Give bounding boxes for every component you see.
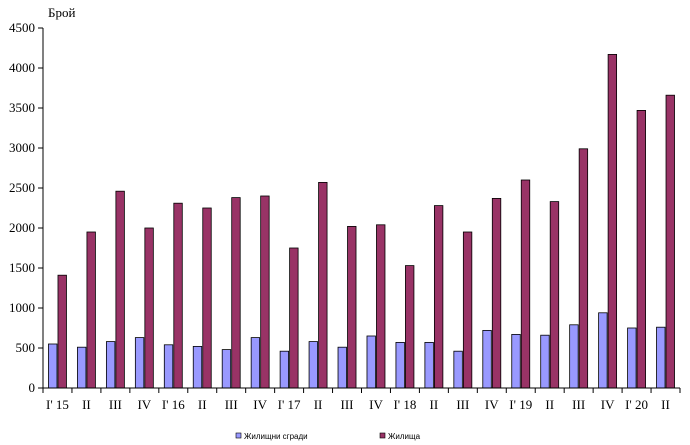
- x-tick-label: IV: [137, 397, 151, 412]
- x-tick-label: III: [341, 397, 354, 412]
- bar-residential-buildings: [134, 337, 145, 389]
- bar-residential-buildings: [598, 312, 608, 389]
- bar-dwellings: [549, 201, 560, 389]
- bar-residential-buildings: [511, 333, 521, 389]
- y-tick-label: 2000: [9, 220, 35, 235]
- bar-residential-buildings: [627, 327, 637, 389]
- y-tick-label: 0: [29, 380, 36, 395]
- bars: [48, 54, 675, 389]
- bar-residential-buildings: [48, 343, 58, 389]
- bar-dwellings: [86, 231, 96, 389]
- y-axis-ticks: 0 500 1000 1500 2000 2500 3000 3500 4000 4500: [9, 20, 43, 395]
- x-tick-label: I' 15: [46, 397, 69, 412]
- legend-swatch: [379, 432, 386, 439]
- x-tick-label: III: [456, 397, 469, 412]
- y-tick-label: 1000: [9, 300, 35, 315]
- bar-dwellings: [491, 197, 502, 389]
- bar-residential-buildings: [163, 344, 174, 389]
- bar-residential-buildings: [540, 334, 550, 389]
- bar-residential-buildings: [337, 346, 347, 389]
- x-axis-ticks: I' 15 II III IV I' 16 II III IV I' 17 II III IV I' 1…: [42, 388, 681, 412]
- axes: [42, 28, 680, 389]
- legend: Жилищни сгради Жилища: [235, 432, 421, 441]
- bar-dwellings: [289, 247, 299, 389]
- bar-residential-buildings: [424, 341, 434, 389]
- bar-residential-buildings: [366, 335, 376, 389]
- bar-dwellings: [405, 265, 415, 389]
- bar-residential-buildings: [569, 324, 579, 389]
- bar-dwellings: [607, 54, 618, 389]
- bar-residential-buildings: [656, 326, 666, 389]
- bar-dwellings: [144, 227, 154, 389]
- x-tick-label: IV: [253, 397, 267, 412]
- bar-residential-buildings: [395, 341, 405, 389]
- bar-dwellings: [260, 195, 270, 389]
- bar-residential-buildings: [77, 346, 87, 389]
- bar-dwellings: [462, 231, 473, 389]
- x-tick-label: I' 16: [162, 397, 185, 412]
- x-tick-label: II: [82, 397, 91, 412]
- x-tick-label: III: [225, 397, 238, 412]
- x-tick-label: II: [545, 397, 554, 412]
- bar-dwellings: [173, 202, 183, 389]
- x-tick-label: III: [572, 397, 585, 412]
- x-tick-label: II: [430, 397, 439, 412]
- x-tick-label: I' 18: [393, 397, 416, 412]
- bar-residential-buildings: [192, 345, 203, 389]
- bar-dwellings: [578, 148, 589, 389]
- x-tick-label: IV: [369, 397, 383, 412]
- y-tick-label: 4000: [9, 60, 35, 75]
- x-tick-label: III: [109, 397, 122, 412]
- legend-label: Жилищни сгради: [244, 432, 308, 441]
- y-tick-label: 3500: [9, 100, 35, 115]
- bar-residential-buildings: [308, 341, 318, 389]
- x-tick-label: I' 19: [509, 397, 532, 412]
- bar-dwellings: [57, 274, 67, 389]
- x-tick-label: IV: [601, 397, 615, 412]
- x-tick-label: I' 17: [278, 397, 301, 412]
- legend-swatch: [235, 432, 242, 439]
- y-tick-label: 2500: [9, 180, 35, 195]
- y-tick-label: 3000: [9, 140, 35, 155]
- x-tick-label: II: [661, 397, 670, 412]
- bar-dwellings: [202, 207, 212, 389]
- bar-residential-buildings: [105, 341, 116, 389]
- x-tick-label: II: [314, 397, 323, 412]
- bar-dwellings: [347, 225, 357, 389]
- bar-residential-buildings: [279, 350, 290, 389]
- bar-residential-buildings: [250, 337, 261, 389]
- bar-residential-buildings: [482, 329, 492, 389]
- bar-dwellings: [520, 179, 531, 389]
- x-tick-label: IV: [485, 397, 499, 412]
- bar-dwellings: [636, 110, 646, 389]
- bar-residential-buildings: [221, 349, 232, 389]
- y-tick-label: 4500: [9, 20, 35, 35]
- bar-dwellings: [433, 205, 444, 389]
- y-tick-label: 1500: [9, 260, 35, 275]
- y-axis-title: Брой: [48, 5, 75, 20]
- bar-dwellings: [231, 197, 241, 389]
- bar-dwellings: [318, 181, 328, 389]
- bar-dwellings: [115, 190, 125, 389]
- y-tick-label: 500: [16, 340, 36, 355]
- x-tick-label: I' 20: [625, 397, 648, 412]
- x-tick-label: II: [198, 397, 207, 412]
- bar-dwellings: [376, 224, 386, 389]
- bar-residential-buildings: [453, 350, 463, 389]
- legend-label: Жилища: [388, 432, 421, 441]
- bar-dwellings: [665, 94, 675, 389]
